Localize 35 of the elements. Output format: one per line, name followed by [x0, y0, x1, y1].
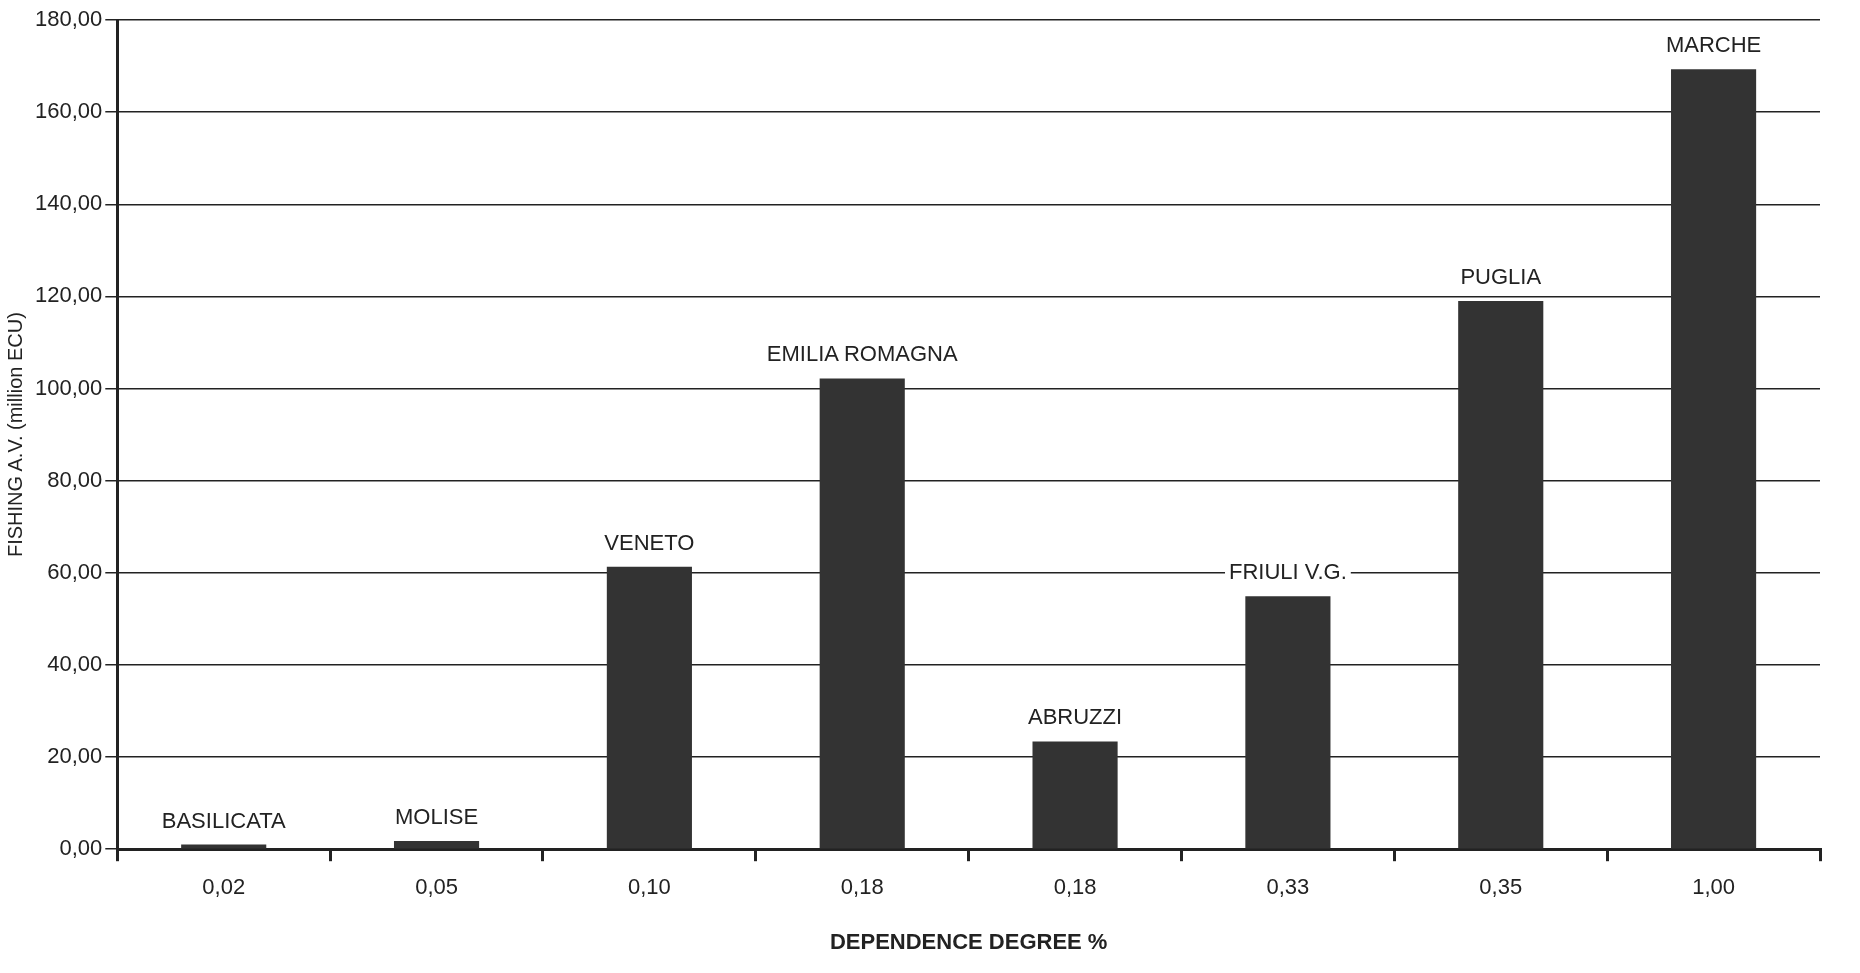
y-tick-label: 160,00 — [34, 98, 103, 124]
y-tick-label: 60,00 — [47, 558, 103, 584]
x-tick-label: 0,10 — [627, 874, 671, 900]
x-tick-label: 0,02 — [202, 874, 246, 900]
x-axis-title: DEPENDENCE DEGREE % — [829, 928, 1108, 954]
x-tick-label: 0,33 — [1266, 874, 1310, 900]
y-tick-label: 40,00 — [47, 651, 103, 676]
x-tick-label: 1,00 — [1692, 874, 1735, 900]
data-label: MOLISE — [394, 803, 479, 829]
data-label: ABRUZZI — [1028, 704, 1123, 730]
x-tick-label: 0,18 — [1053, 874, 1097, 900]
y-axis-title: FISHING A.V. (million ECU) — [3, 312, 26, 558]
y-tick-label: 100,00 — [34, 374, 103, 400]
x-tick-label: 0,05 — [415, 874, 458, 900]
bar — [1458, 301, 1544, 849]
data-label: FRIULI V.G. — [1229, 559, 1347, 585]
x-tick-label: 0,18 — [840, 874, 884, 900]
y-tick-label: 180,00 — [34, 6, 103, 32]
bar — [606, 566, 692, 849]
data-label: MARCHE — [1665, 32, 1762, 58]
bar — [819, 378, 905, 849]
data-label: VENETO — [604, 529, 695, 555]
bar — [393, 840, 480, 849]
bar — [1032, 741, 1118, 849]
y-tick-label: 20,00 — [47, 743, 103, 769]
x-tick-label: 0,35 — [1479, 874, 1523, 900]
y-tick-label: 140,00 — [34, 190, 103, 216]
y-tick-label: 120,00 — [34, 282, 103, 308]
y-tick-label: 0,00 — [59, 835, 103, 861]
bar — [1671, 69, 1757, 849]
y-tick-label: 80,00 — [47, 466, 103, 492]
bar — [1245, 596, 1331, 849]
data-label: PUGLIA — [1460, 264, 1542, 290]
data-label: EMILIA ROMAGNA — [766, 341, 958, 367]
data-label: BASILICATA — [161, 807, 286, 833]
